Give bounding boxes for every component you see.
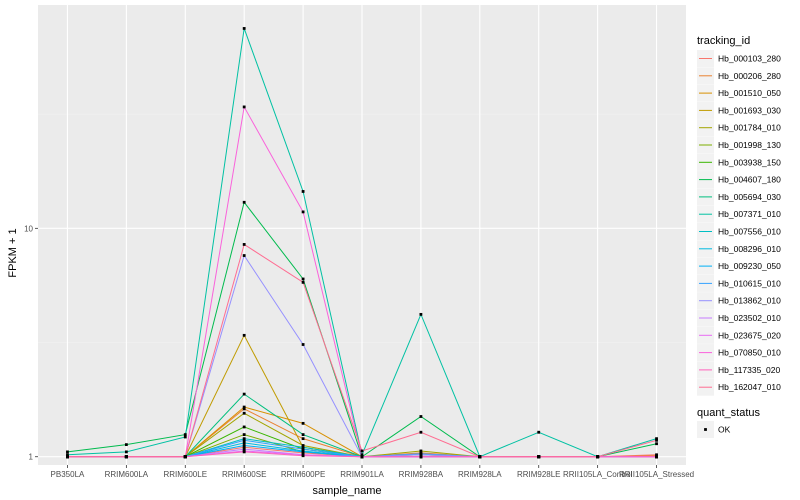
data-point	[537, 430, 541, 434]
legend-label: Hb_013862_010	[718, 296, 781, 306]
data-point	[360, 453, 364, 457]
data-point	[242, 27, 246, 30]
legend-title: tracking_id	[697, 35, 750, 47]
data-point	[242, 450, 246, 454]
legend-label: Hb_001784_010	[718, 123, 781, 133]
data-point	[301, 454, 305, 458]
x-tick-label: RRIM928LA	[458, 470, 502, 479]
data-point	[655, 438, 658, 442]
data-point	[66, 450, 69, 454]
data-point	[301, 437, 305, 441]
legend-label: Hb_007371_010	[718, 209, 781, 219]
data-point	[655, 455, 658, 459]
legend-label: Hb_070850_010	[718, 348, 781, 358]
data-point	[419, 415, 423, 418]
x-tick-label: RRIM928BA	[399, 470, 444, 479]
data-point	[537, 455, 541, 459]
data-point	[242, 405, 246, 409]
data-point	[242, 445, 246, 449]
data-point	[242, 438, 246, 442]
data-point	[301, 343, 305, 346]
data-point	[242, 200, 246, 204]
legend-label: Hb_010615_010	[718, 278, 781, 288]
data-point	[301, 445, 305, 449]
legend-label: Hb_001998_130	[718, 140, 781, 150]
legend: tracking_id quant_status Hb_000103_280 Hb…	[697, 35, 781, 438]
data-point	[419, 455, 423, 459]
y-axis-title: FPKM + 1	[7, 228, 19, 277]
data-point	[301, 210, 305, 214]
data-point	[242, 444, 246, 447]
data-point	[242, 437, 246, 441]
data-point	[124, 455, 128, 459]
legend-label: Hb_000206_280	[718, 71, 781, 81]
x-tick-label: RRII105LA_Stressed	[619, 470, 694, 479]
legend-label: Hb_005694_030	[718, 192, 781, 202]
data-point	[301, 280, 305, 284]
y-tick-label: 10	[24, 224, 33, 233]
data-point	[242, 243, 246, 246]
data-point	[242, 254, 246, 257]
data-point	[655, 442, 658, 446]
data-point	[242, 105, 246, 109]
data-point	[124, 443, 128, 447]
x-axis-title: sample_name	[312, 485, 381, 497]
x-tick-label: RRII105LA_Control	[563, 470, 633, 479]
legend-label: Hb_008296_010	[718, 244, 781, 254]
legend-label: Hb_001693_030	[718, 105, 781, 115]
x-tick-label: RRIM600LA	[105, 470, 149, 479]
data-point	[478, 455, 482, 459]
legend-label: Hb_117335_020	[718, 365, 781, 375]
data-point	[242, 425, 246, 429]
shape-legend-title: quant_status	[697, 407, 760, 419]
x-tick-label: RRIM600PE	[281, 470, 325, 479]
data-point	[419, 312, 423, 316]
x-tick-label: RRIM600LE	[163, 470, 207, 479]
data-point	[242, 392, 246, 396]
data-point	[183, 435, 187, 439]
data-point	[360, 455, 364, 459]
legend-label: Hb_009230_050	[718, 261, 781, 271]
data-point	[419, 449, 423, 453]
legend-label: Hb_003938_150	[718, 157, 781, 167]
data-point	[242, 411, 246, 415]
legend-label: Hb_001510_050	[718, 88, 781, 98]
data-point	[242, 441, 246, 445]
data-point	[301, 277, 305, 281]
data-point	[419, 430, 423, 434]
legend-label: Hb_000103_280	[718, 54, 781, 64]
x-tick-label: RRIM600SE	[222, 470, 266, 479]
data-point	[301, 447, 305, 451]
data-point	[183, 433, 187, 436]
data-point	[419, 453, 423, 457]
x-tick-label: PB350LA	[51, 470, 85, 479]
x-tick-label: RRIM928LE	[517, 470, 561, 479]
legend-label: Hb_023502_010	[718, 313, 781, 323]
x-tick-label: RRIM901LA	[340, 470, 384, 479]
data-point	[66, 453, 69, 457]
shape-legend-label: OK	[718, 425, 731, 435]
y-tick-label: 1	[29, 453, 34, 462]
data-point	[360, 449, 364, 453]
data-point	[655, 437, 658, 441]
data-point	[301, 450, 305, 454]
data-point	[242, 433, 246, 436]
data-point	[242, 447, 246, 451]
data-point	[301, 433, 305, 436]
legend-label: Hb_004607_180	[718, 175, 781, 185]
data-point	[301, 444, 305, 447]
data-point	[183, 455, 187, 459]
legend-label: Hb_023675_020	[718, 330, 781, 340]
data-point	[596, 455, 600, 459]
data-point	[242, 333, 246, 337]
shape-legend-point	[704, 428, 707, 431]
legend-label: Hb_162047_010	[718, 382, 781, 392]
data-point	[124, 450, 128, 454]
data-point	[301, 421, 305, 425]
data-point	[242, 407, 246, 411]
data-point	[301, 190, 305, 193]
legend-label: Hb_007556_010	[718, 227, 781, 237]
data-point	[66, 455, 69, 459]
